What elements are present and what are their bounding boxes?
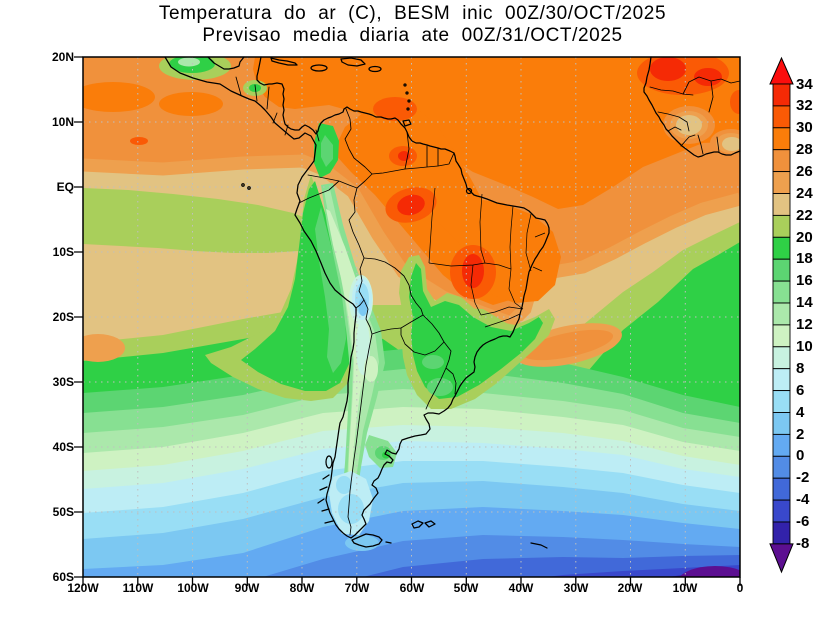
lat-label: 10N	[51, 115, 74, 129]
lon-label: 110W	[122, 581, 154, 595]
colorbar-label: 22	[796, 207, 813, 224]
colorbar-cell	[772, 214, 791, 238]
colorbar-cell	[772, 193, 791, 216]
lat-label: 30S	[52, 375, 74, 389]
colorbar-label: 2	[796, 426, 805, 443]
colorbar-label: 20	[796, 229, 813, 246]
lon-label: 20W	[617, 581, 643, 595]
lon-label: 90W	[234, 581, 260, 595]
colorbar-label: -8	[796, 535, 810, 552]
colorbar-label: 32	[796, 97, 813, 114]
lon-label: 50W	[453, 581, 479, 595]
colorbar-label: 24	[796, 185, 813, 202]
lon-label: 100W	[177, 581, 209, 595]
colorbar-label: 0	[796, 447, 805, 464]
colorbar-label: 30	[796, 119, 813, 136]
figure-title-line2: Previsao media diaria ate 00Z/31/OCT/202…	[202, 25, 623, 46]
axis-ticks	[74, 56, 741, 586]
colorbar-label: 26	[796, 163, 813, 180]
colorbar-label: 18	[796, 250, 813, 267]
lat-label: 10S	[52, 245, 74, 259]
colorbar-cell	[772, 521, 791, 545]
colorbar-arrow-down	[769, 543, 794, 574]
lat-label: 20S	[52, 310, 74, 324]
colorbar-cell	[772, 346, 791, 370]
colorbar-label: 4	[796, 404, 805, 421]
colorbar-label: 8	[796, 360, 805, 377]
colorbar-cell	[772, 83, 791, 107]
colorbar-label: 14	[796, 294, 813, 311]
colorbar-cell	[772, 412, 791, 435]
lat-label: 50S	[52, 505, 74, 519]
colorbar-cell	[772, 324, 791, 348]
colorbar-cell	[772, 302, 791, 326]
lat-label: 20N	[51, 50, 74, 64]
lon-label: 70W	[344, 581, 370, 595]
country-borders	[235, 76, 741, 536]
colorbar-cell	[772, 105, 791, 129]
lon-label: 0	[736, 581, 744, 595]
colorbar-cell	[772, 433, 791, 457]
colorbar	[769, 56, 794, 574]
colorbar-label: 28	[796, 141, 813, 158]
colorbar-label: 16	[796, 272, 813, 289]
colorbar-cell	[772, 236, 791, 260]
lat-label: 40S	[52, 440, 74, 454]
lat-label: EQ	[56, 180, 74, 194]
colorbar-cell	[772, 499, 791, 523]
colorbar-cell	[772, 280, 791, 304]
lat-label: 60S	[52, 570, 74, 584]
colorbar-label: -4	[796, 491, 810, 508]
colorbar-cell	[772, 368, 791, 392]
colorbar-cell	[772, 477, 791, 501]
lon-label: 60W	[399, 581, 425, 595]
lon-label: 10W	[672, 581, 698, 595]
lon-label: 30W	[563, 581, 589, 595]
colorbar-cell	[772, 127, 791, 151]
figure-title-line1: Temperatura do ar (C), BESM inic 00Z/30/…	[158, 3, 667, 24]
colorbar-label: 6	[796, 382, 805, 399]
colorbar-cell	[772, 171, 791, 194]
colorbar-arrow-up	[769, 56, 794, 85]
colorbar-label: 34	[796, 76, 813, 93]
colorbar-cell	[772, 258, 791, 282]
coastlines	[164, 56, 741, 549]
colorbar-label: -2	[796, 469, 810, 486]
colorbar-cell	[772, 390, 791, 413]
colorbar-label: 12	[796, 316, 813, 333]
colorbar-label: 10	[796, 338, 813, 355]
colorbar-label: -6	[796, 513, 810, 530]
lon-label: 120W	[67, 581, 99, 595]
colorbar-cell	[772, 455, 791, 479]
lon-label: 80W	[289, 581, 315, 595]
colorbar-cell	[772, 149, 791, 173]
lon-label: 40W	[508, 581, 534, 595]
